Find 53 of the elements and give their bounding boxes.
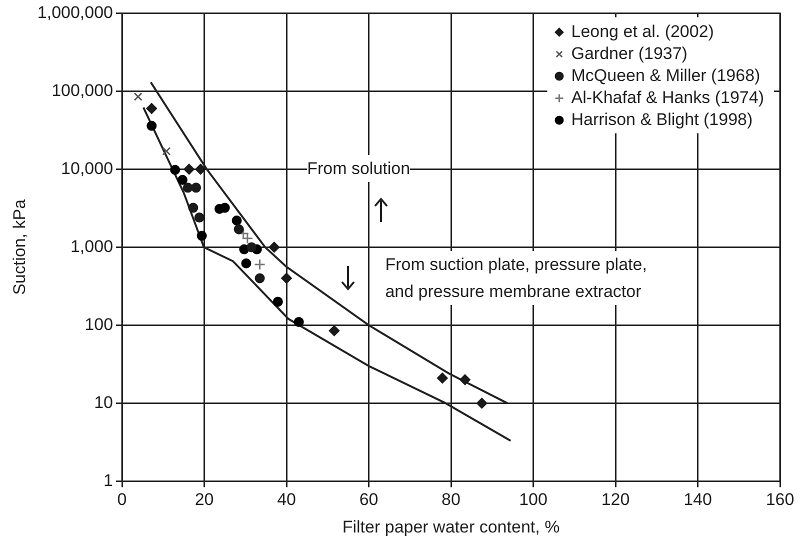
point xyxy=(196,230,207,241)
x-tick-label: 60 xyxy=(359,490,378,510)
point xyxy=(146,120,157,131)
legend-label: Al-Khafaf & Hanks (1974) xyxy=(571,88,764,107)
point xyxy=(246,242,257,252)
legend-label: McQueen & Miller (1968) xyxy=(571,66,760,85)
point xyxy=(241,258,252,268)
point xyxy=(459,374,470,386)
point xyxy=(294,316,304,327)
point xyxy=(281,272,292,284)
x-tick-label: 40 xyxy=(277,490,296,510)
y-axis-title: Suction, kPa xyxy=(10,198,29,295)
point xyxy=(191,182,202,193)
x-tick-label: 0 xyxy=(117,490,127,510)
point xyxy=(254,258,266,270)
point xyxy=(134,92,142,101)
x-tick-label: 20 xyxy=(194,490,214,510)
annotation: From solution xyxy=(307,155,410,182)
y-tick-label: 10,000 xyxy=(61,158,114,178)
point xyxy=(220,202,230,213)
x-tick-label: 120 xyxy=(601,490,630,510)
point xyxy=(162,146,171,156)
y-tick-label: 1 xyxy=(104,470,114,490)
legend-label: Gardner (1937) xyxy=(571,44,688,63)
x-tick-label: 160 xyxy=(766,490,794,510)
annotation: From suction plate, pressure plate, and pressure membrane extractor xyxy=(385,250,647,304)
legend-label: Leong et al. (2002) xyxy=(571,22,714,41)
point xyxy=(328,325,340,336)
y-tick-label: 10 xyxy=(94,392,114,412)
point xyxy=(436,372,448,384)
point xyxy=(268,242,280,253)
y-tick-label: 1,000,000 xyxy=(37,2,114,22)
x-axis-title: Filter paper water content, % xyxy=(342,517,560,536)
point xyxy=(195,164,206,175)
point xyxy=(184,164,195,175)
y-tick-label: 100,000 xyxy=(52,80,114,100)
legend-label: Harrison & Blight (1998) xyxy=(571,110,753,129)
point xyxy=(177,174,188,185)
x-tick-label: 140 xyxy=(684,490,712,510)
x-tick-label: 80 xyxy=(442,490,460,510)
point xyxy=(146,103,158,114)
point xyxy=(232,215,242,226)
point xyxy=(188,202,198,213)
point xyxy=(254,273,265,284)
point xyxy=(194,212,204,223)
point xyxy=(476,398,488,409)
point xyxy=(272,296,283,307)
y-tick-label: 100 xyxy=(84,314,114,334)
point xyxy=(234,224,244,234)
y-tick-label: 1,000 xyxy=(70,236,114,256)
point xyxy=(170,164,180,175)
point xyxy=(182,182,193,193)
x-tick-label: 100 xyxy=(519,490,548,510)
